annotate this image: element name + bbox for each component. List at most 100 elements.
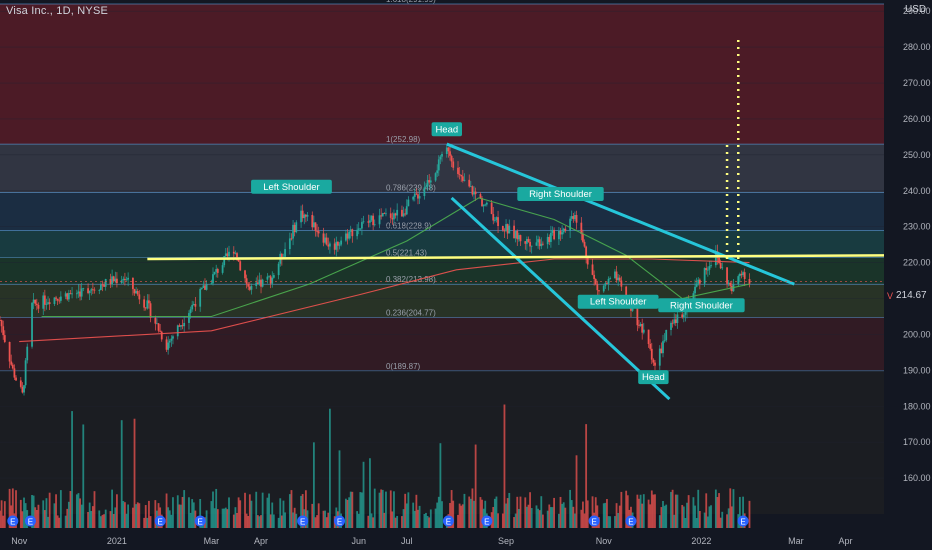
candle-body — [143, 299, 146, 308]
candle-body — [663, 340, 666, 342]
volume-bar — [449, 503, 451, 528]
candle-body — [505, 224, 507, 232]
fib-band — [0, 230, 884, 258]
volume-bar — [290, 490, 293, 528]
candle-body — [75, 293, 78, 295]
candle-body — [607, 278, 610, 284]
volume-bar — [325, 517, 328, 528]
volume-bar — [692, 497, 695, 528]
volume-bar — [591, 496, 594, 528]
fib-band — [0, 4, 884, 145]
candle-body — [345, 233, 347, 241]
candle-body — [642, 329, 645, 333]
volume-bar — [284, 512, 286, 528]
candle-body — [479, 194, 482, 199]
volume-bar — [642, 494, 645, 528]
candle-body — [361, 222, 363, 229]
volume-bar — [245, 513, 248, 528]
x-tick-label: Nov — [11, 536, 28, 546]
fib-band — [0, 317, 884, 371]
volume-bar — [694, 505, 696, 528]
volume-bar — [580, 509, 583, 528]
volume-bar — [569, 489, 572, 528]
volume-bar — [237, 497, 240, 528]
volume-bar — [21, 511, 24, 528]
candle-body — [3, 335, 6, 342]
volume-bar — [135, 504, 138, 528]
earnings-marker — [297, 515, 309, 527]
volume-bar — [481, 499, 483, 528]
candle-body — [493, 220, 496, 221]
candle-body — [199, 288, 202, 307]
volume-bar — [697, 489, 700, 528]
candle-body — [638, 325, 640, 327]
candle-body — [101, 284, 104, 286]
volume-bar — [469, 498, 472, 528]
candle-body — [216, 269, 219, 273]
candle-body — [418, 196, 421, 199]
volume-bar — [706, 516, 709, 528]
earnings-marker-label: E — [10, 518, 15, 527]
candle-body — [482, 204, 485, 207]
candle-body — [461, 176, 464, 181]
volume-bar — [271, 502, 274, 528]
candle-body — [681, 314, 684, 318]
volume-bar — [665, 504, 668, 528]
volume-bar — [718, 493, 720, 528]
volume-bar — [112, 513, 115, 528]
candle-body — [445, 147, 448, 155]
candle-body — [730, 285, 733, 292]
candle-body — [116, 278, 118, 284]
candle-body — [564, 228, 567, 231]
volume-bar — [742, 496, 744, 528]
volume-bar — [538, 510, 541, 528]
candle-body — [662, 341, 664, 354]
volume-bar — [11, 488, 14, 528]
volume-bar — [617, 513, 620, 528]
candle-body — [710, 265, 712, 267]
candle-body — [437, 159, 440, 171]
candle-body — [272, 275, 275, 278]
candle-body — [35, 303, 38, 305]
candle-body — [160, 331, 163, 340]
x-tick-label: Jun — [351, 536, 366, 546]
candle-body — [21, 386, 24, 393]
candle-body — [538, 239, 541, 247]
volume-bar — [551, 507, 554, 528]
volume-bar — [125, 513, 128, 528]
volume-bar — [378, 492, 381, 528]
earnings-marker-label: E — [157, 518, 162, 527]
candle-body — [351, 229, 354, 237]
candle-body — [593, 274, 596, 280]
earnings-marker — [154, 515, 166, 527]
volume-bar — [56, 515, 59, 528]
volume-bar — [282, 500, 285, 528]
candle-body — [501, 226, 504, 231]
volume-bar — [594, 497, 597, 528]
volume-bar — [279, 498, 282, 528]
earnings-marker — [442, 515, 454, 527]
candle-body — [591, 264, 594, 275]
volume-bar — [463, 493, 466, 528]
candle-body — [698, 279, 701, 284]
candle-body — [721, 267, 724, 269]
candle-body — [53, 297, 56, 305]
volume-bar — [221, 508, 224, 528]
volume-bar — [695, 517, 698, 528]
candle-body — [586, 256, 589, 265]
volume-bar — [71, 411, 73, 528]
earnings-marker-label: E — [300, 518, 305, 527]
candle-body — [497, 217, 499, 227]
volume-bar — [670, 491, 672, 528]
candle-body — [55, 297, 57, 299]
candle-body — [413, 193, 416, 197]
candle-body — [237, 259, 240, 262]
candle-body — [135, 290, 138, 294]
volume-bar — [66, 508, 69, 528]
volume-bar — [189, 512, 192, 528]
volume-bar — [154, 500, 157, 528]
candle-body — [449, 151, 451, 156]
candle-body — [694, 286, 696, 294]
trendline — [147, 254, 885, 261]
